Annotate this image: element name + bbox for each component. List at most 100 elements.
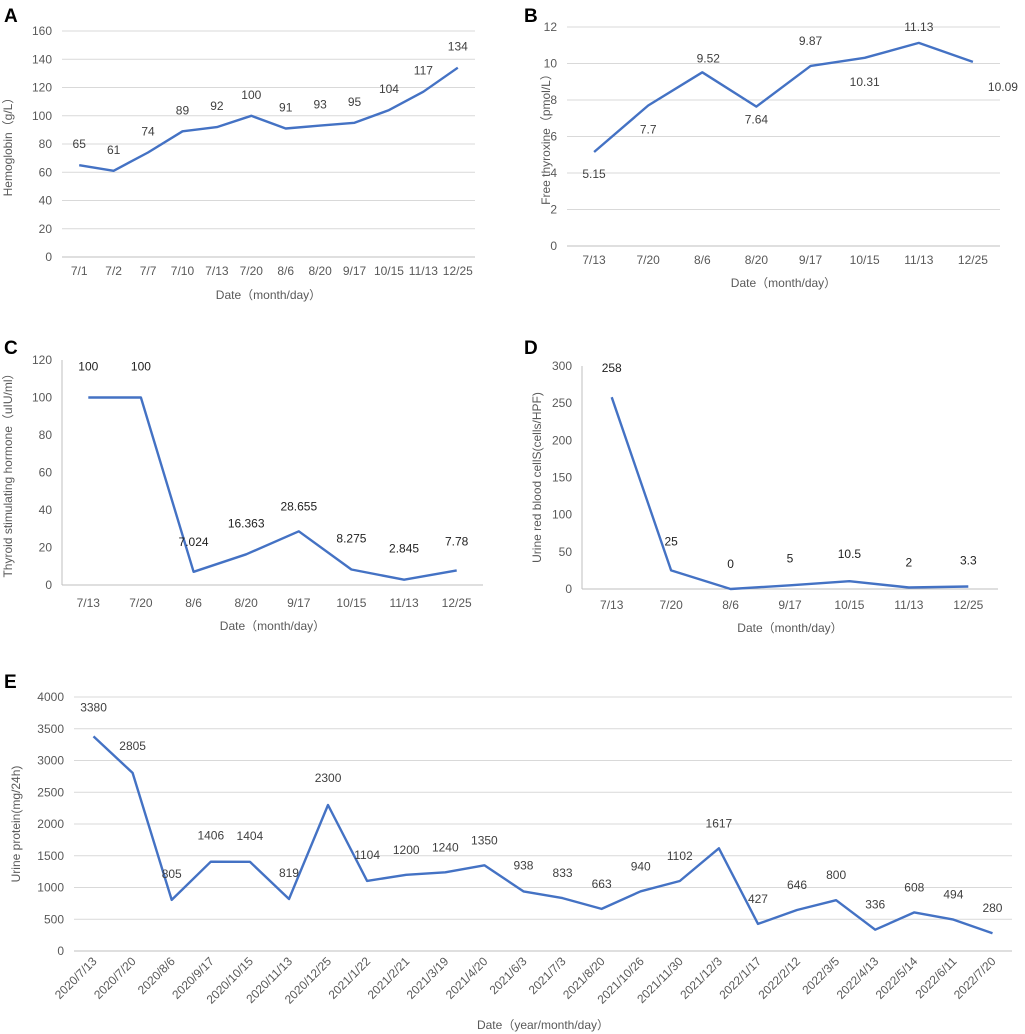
data-label: 5.15 (582, 167, 606, 181)
y-tick-label: 3500 (37, 722, 64, 736)
x-axis-title: Date（month/day） (216, 288, 321, 302)
data-label: 100 (241, 88, 261, 102)
x-tick-label: 9/17 (778, 598, 802, 612)
data-label: 8.275 (336, 531, 366, 545)
data-label: 134 (448, 40, 468, 54)
data-label: 1200 (393, 843, 420, 857)
x-tick-label: 12/25 (442, 596, 472, 610)
data-label: 2.845 (389, 542, 419, 556)
data-label: 608 (904, 880, 924, 894)
panel-label: A (4, 6, 18, 27)
x-tick-label: 7/20 (637, 253, 661, 267)
x-tick-label: 12/25 (958, 253, 988, 267)
x-tick-label: 8/6 (277, 264, 294, 278)
x-tick-label: 9/17 (799, 253, 823, 267)
data-label: 1240 (432, 840, 459, 854)
data-label: 104 (379, 82, 399, 96)
data-label: 2805 (119, 739, 146, 753)
x-tick-label: 2022/5/14 (873, 954, 921, 1002)
y-tick-label: 1500 (37, 849, 64, 863)
y-tick-label: 50 (559, 545, 573, 559)
x-tick-label: 10/15 (850, 253, 880, 267)
data-label: 10.5 (838, 547, 862, 561)
data-label: 100 (131, 360, 151, 374)
data-label: 3380 (80, 700, 107, 714)
data-label: 1404 (237, 829, 264, 843)
y-axis-title: Urine protein(mg/24h) (9, 766, 23, 883)
x-tick-label: 2022/7/20 (951, 954, 999, 1002)
y-axis-title: Free thyroxine（pmol/L） (539, 68, 553, 205)
x-tick-label: 2021/4/20 (443, 954, 491, 1002)
data-label: 833 (553, 866, 573, 880)
data-label: 7.78 (445, 534, 469, 548)
x-axis-title: Date（month/day） (731, 276, 836, 290)
data-label: 7.024 (179, 535, 209, 549)
data-label: 10.09 (988, 80, 1018, 94)
x-tick-label: 7/13 (582, 253, 606, 267)
y-tick-label: 4 (550, 166, 557, 180)
x-tick-label: 11/13 (409, 264, 438, 278)
y-tick-label: 120 (32, 81, 52, 95)
x-tick-label: 9/17 (287, 596, 311, 610)
y-tick-label: 0 (550, 239, 557, 253)
x-axis-title: Date（month/day） (220, 619, 325, 633)
series-line (593, 41, 974, 153)
y-tick-label: 0 (45, 578, 52, 592)
data-label: 800 (826, 868, 846, 882)
x-tick-label: 7/20 (129, 596, 153, 610)
y-axis-title: Hemoglobin（g/L） (1, 92, 15, 197)
y-tick-label: 500 (44, 912, 64, 926)
y-tick-label: 0 (565, 582, 572, 596)
data-label: 100 (78, 360, 98, 374)
x-tick-label: 12/25 (443, 264, 473, 278)
panel-label: E (4, 672, 17, 693)
data-label: 117 (414, 64, 433, 78)
y-tick-label: 60 (39, 165, 53, 179)
data-label: 74 (141, 124, 155, 138)
data-label: 95 (348, 95, 362, 109)
data-label: 7.64 (745, 113, 769, 127)
data-label: 2300 (315, 771, 342, 785)
chart-panel-a: A 0 20 40 60 80 100 120 140 160 7/1 7/2 7/7 7/10 7/13 7… (1, 6, 475, 302)
data-label: 646 (787, 878, 807, 892)
y-tick-label: 80 (39, 137, 53, 151)
data-label: 28.655 (280, 499, 317, 513)
data-label: 89 (176, 103, 190, 117)
panel-label: D (524, 338, 538, 359)
data-label: 336 (865, 898, 885, 912)
x-tick-label: 7/13 (205, 264, 229, 278)
y-tick-label: 160 (32, 24, 52, 38)
x-tick-label: 7/13 (600, 598, 624, 612)
y-tick-label: 4000 (37, 690, 64, 704)
y-tick-label: 20 (39, 541, 53, 555)
x-tick-label: 7/20 (659, 598, 683, 612)
x-tick-label: 7/10 (171, 264, 195, 278)
y-tick-label: 2000 (37, 817, 64, 831)
y-tick-label: 250 (552, 396, 572, 410)
y-tick-label: 150 (552, 471, 572, 485)
data-label: 10.31 (850, 75, 880, 89)
x-tick-label: 7/7 (140, 264, 157, 278)
y-tick-label: 8 (550, 93, 557, 107)
y-tick-label: 120 (32, 353, 52, 367)
x-tick-label: 11/13 (894, 598, 923, 612)
y-tick-label: 2500 (37, 785, 64, 799)
x-tick-label: 8/6 (694, 253, 711, 267)
data-label: 1406 (197, 829, 224, 843)
y-tick-label: 20 (39, 222, 53, 236)
x-tick-label: 8/20 (745, 253, 769, 267)
data-label: 92 (210, 99, 224, 113)
data-label: 11.13 (904, 20, 933, 34)
y-tick-label: 100 (32, 391, 52, 405)
y-axis-title: Thyroid stimulating hormone（uIU/ml） (1, 367, 15, 577)
data-label: 1617 (706, 816, 733, 830)
data-label: 280 (982, 901, 1002, 915)
x-tick-label: 10/15 (374, 264, 404, 278)
x-tick-label: 11/13 (389, 596, 418, 610)
y-tick-label: 0 (57, 944, 64, 958)
series-line (92, 735, 993, 935)
x-tick-label: 10/15 (336, 596, 366, 610)
y-tick-label: 300 (552, 359, 572, 373)
y-tick-label: 40 (39, 194, 53, 208)
